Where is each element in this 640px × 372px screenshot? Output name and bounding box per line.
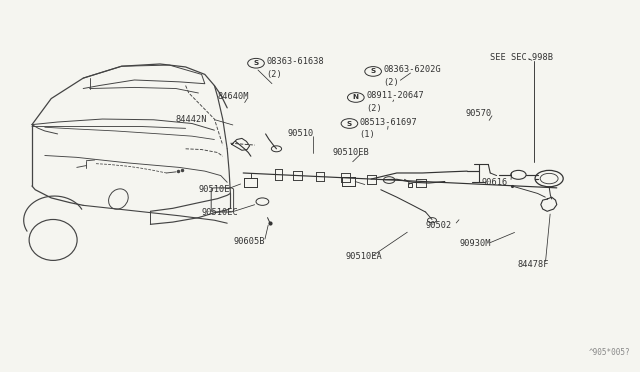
Text: 08363-61638: 08363-61638 [266,57,324,66]
Text: S: S [253,60,259,66]
Text: 08911-20647: 08911-20647 [366,92,424,100]
Text: 90502: 90502 [426,221,452,230]
Text: ^905*005?: ^905*005? [589,348,630,357]
Text: 90510E: 90510E [198,185,230,194]
Text: (2): (2) [266,70,282,79]
Text: 90510EB: 90510EB [333,148,369,157]
Text: N: N [353,94,359,100]
Text: 90616: 90616 [481,178,508,187]
Text: (2): (2) [383,78,399,87]
Text: 08363-6202G: 08363-6202G [383,65,441,74]
Text: (2): (2) [366,104,382,113]
Text: SEE SEC.998B: SEE SEC.998B [490,53,552,62]
Text: S: S [371,68,376,74]
Text: 08513-61697: 08513-61697 [360,118,417,126]
Text: 90930M: 90930M [460,239,491,248]
Text: 84442N: 84442N [176,115,207,124]
Text: (1): (1) [360,130,376,139]
Text: 84640M: 84640M [218,92,249,101]
Text: 90510EA: 90510EA [346,252,382,261]
Text: 90510: 90510 [288,129,314,138]
Text: 84478F: 84478F [517,260,548,269]
Text: S: S [347,121,352,126]
Text: 90510EC: 90510EC [202,208,238,217]
Text: 90605B: 90605B [234,237,265,246]
Text: 90570: 90570 [466,109,492,118]
